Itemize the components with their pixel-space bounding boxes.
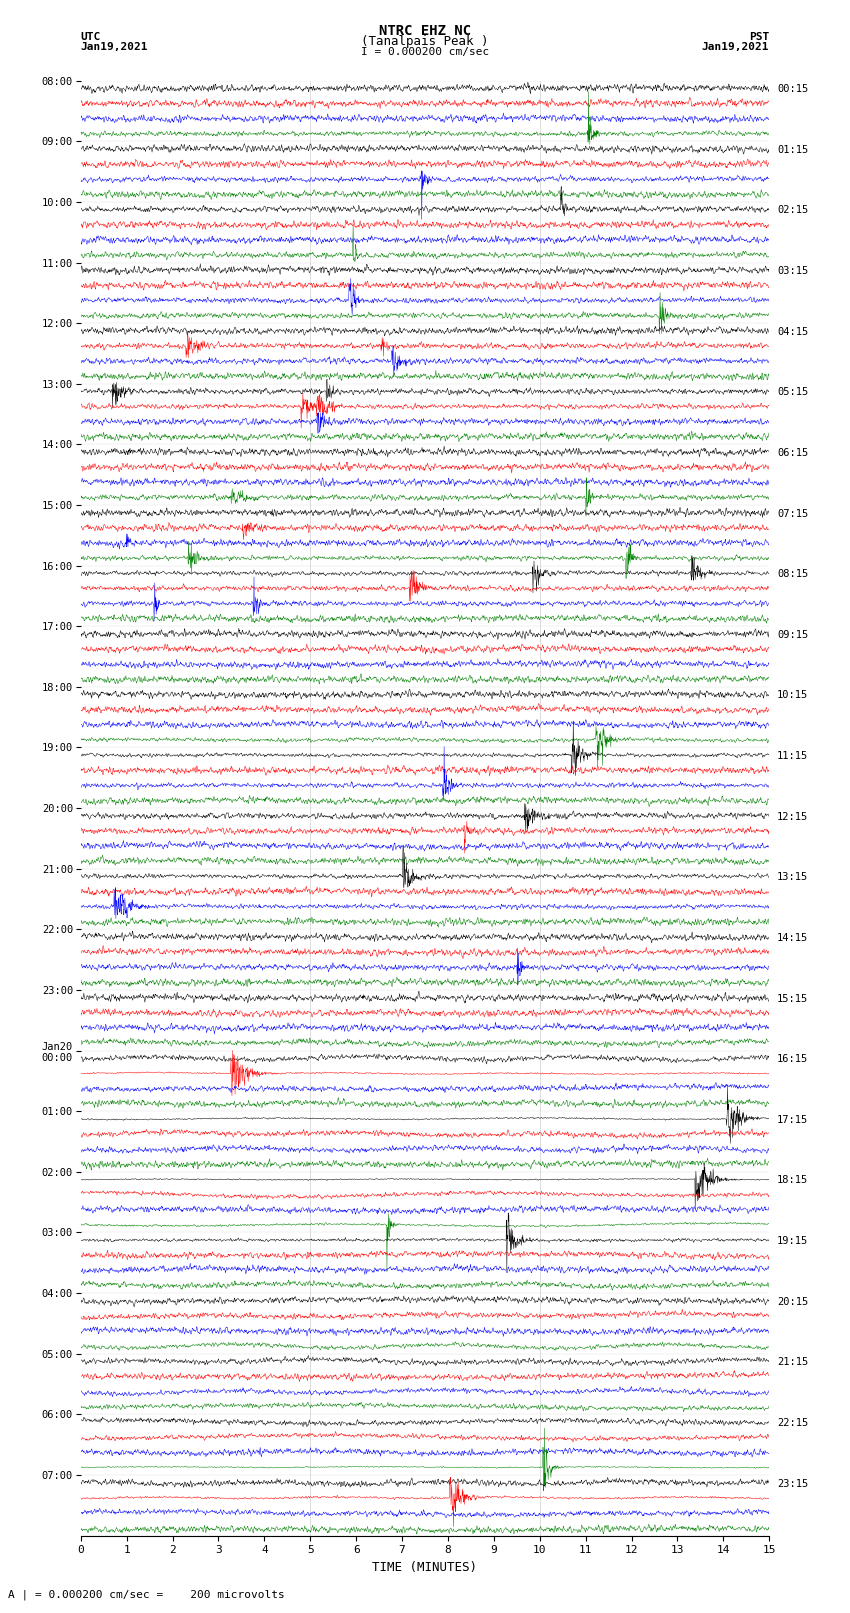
Text: UTC: UTC [81, 32, 101, 42]
X-axis label: TIME (MINUTES): TIME (MINUTES) [372, 1561, 478, 1574]
Text: A | = 0.000200 cm/sec =    200 microvolts: A | = 0.000200 cm/sec = 200 microvolts [8, 1589, 286, 1600]
Text: NTRC EHZ NC: NTRC EHZ NC [379, 24, 471, 39]
Text: PST: PST [749, 32, 769, 42]
Text: Jan19,2021: Jan19,2021 [702, 42, 769, 52]
Text: I = 0.000200 cm/sec: I = 0.000200 cm/sec [361, 47, 489, 56]
Text: (Tanalpais Peak ): (Tanalpais Peak ) [361, 35, 489, 48]
Text: Jan19,2021: Jan19,2021 [81, 42, 148, 52]
